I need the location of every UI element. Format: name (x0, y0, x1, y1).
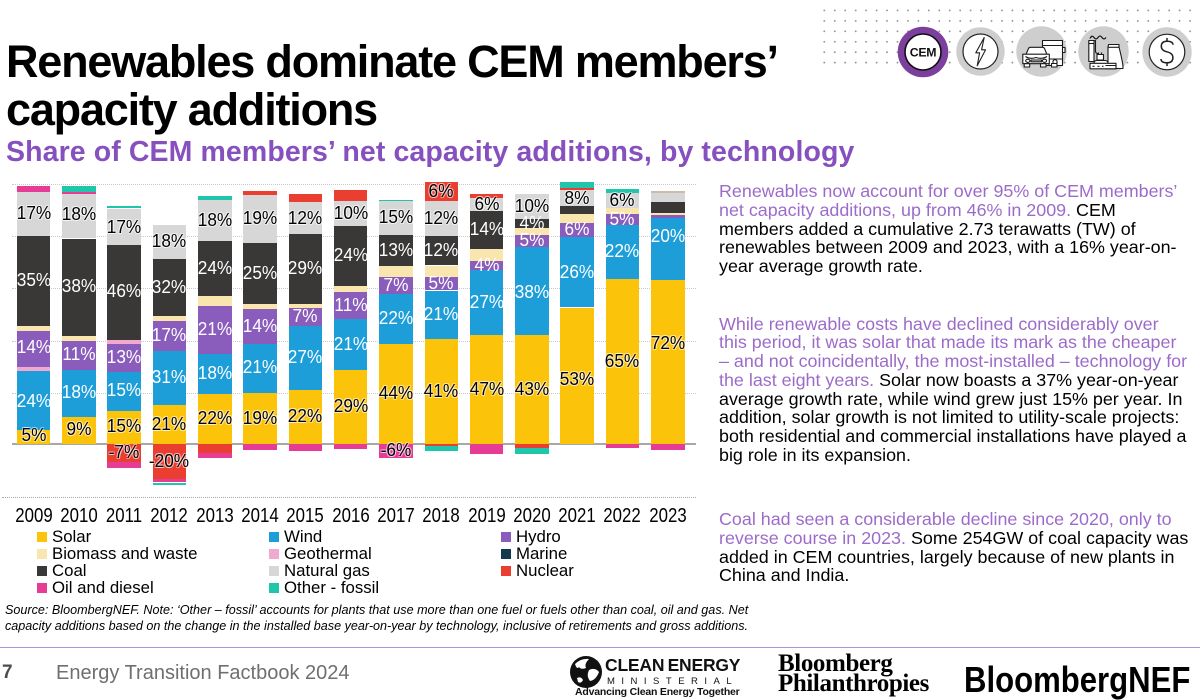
svg-text:CEM: CEM (910, 45, 936, 59)
